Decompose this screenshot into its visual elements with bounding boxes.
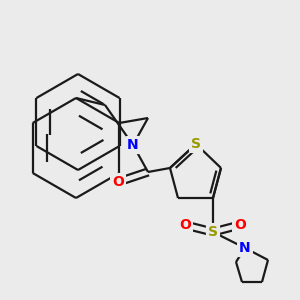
Text: O: O xyxy=(234,218,246,232)
Text: O: O xyxy=(112,175,124,189)
Text: S: S xyxy=(191,137,201,151)
Text: N: N xyxy=(239,241,251,255)
Text: S: S xyxy=(208,225,218,239)
Text: O: O xyxy=(179,218,191,232)
Text: N: N xyxy=(239,241,251,255)
Text: N: N xyxy=(127,138,139,152)
